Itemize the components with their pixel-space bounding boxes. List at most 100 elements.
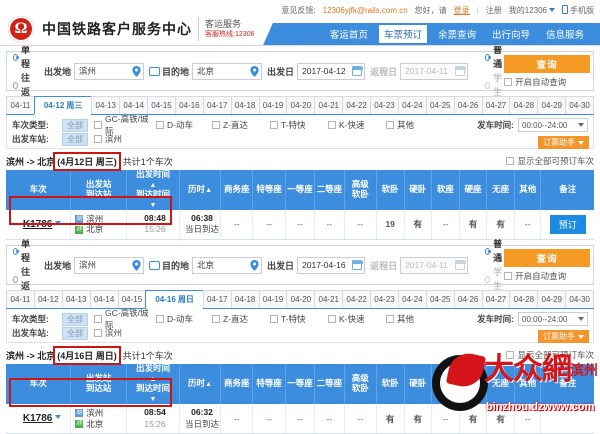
- depart-date-input-1[interactable]: 2017-04-12: [297, 62, 366, 80]
- filter-z[interactable]: Z-直达: [212, 313, 266, 325]
- filter-other[interactable]: 其他: [386, 119, 414, 131]
- filter-station-binzhou[interactable]: 滨州: [94, 327, 122, 339]
- filter-k[interactable]: K-快速: [328, 313, 382, 325]
- date-tab[interactable]: 04-13: [61, 290, 90, 309]
- th-train[interactable]: 车次: [6, 364, 72, 404]
- filter-d[interactable]: D-动车: [156, 313, 208, 325]
- return-date-input-1[interactable]: 2017-04-11: [400, 62, 469, 80]
- mobile-version-link[interactable]: 手机版: [562, 4, 594, 16]
- radio-round-trip-2[interactable]: 往返: [13, 265, 32, 293]
- login-link[interactable]: 登录: [453, 5, 470, 15]
- date-tab[interactable]: 04-12: [33, 290, 62, 309]
- filter-d[interactable]: D-动车: [156, 119, 208, 131]
- date-tab[interactable]: 04-21: [314, 96, 343, 114]
- register-link[interactable]: 注册: [485, 5, 502, 15]
- depart-station-all-chip[interactable]: 全部: [62, 326, 88, 340]
- radio-normal-1[interactable]: 普通: [485, 43, 504, 71]
- cell-train-no[interactable]: K1786: [6, 209, 72, 241]
- train-type-all-chip[interactable]: 全部: [62, 312, 88, 326]
- filter-t[interactable]: T-特快: [270, 313, 324, 325]
- date-tab[interactable]: 04-23: [370, 96, 398, 114]
- nav-item-info-service[interactable]: 信息服务: [545, 30, 584, 41]
- date-tab-active[interactable]: 04-16 周日: [145, 290, 203, 310]
- th-duration[interactable]: 历时▲: [179, 170, 222, 210]
- date-tab-active[interactable]: 04-12 周三: [33, 96, 92, 115]
- swap-stations-icon[interactable]: [149, 66, 161, 76]
- auto-query-toggle-1[interactable]: 开启自动查询: [504, 76, 590, 88]
- query-button-1[interactable]: 查询: [504, 54, 591, 73]
- depart-date-input-2[interactable]: 2017-04-16: [297, 256, 366, 274]
- date-tab[interactable]: 04-29: [537, 96, 566, 114]
- date-tab[interactable]: 04-28: [509, 290, 538, 309]
- date-tab[interactable]: 04-30: [565, 96, 595, 114]
- radio-normal-2[interactable]: 普通: [485, 237, 504, 265]
- return-date-input-2[interactable]: 2017-04-11: [400, 256, 469, 274]
- show-all-bookable-toggle-1[interactable]: 显示全部可预订车次: [506, 155, 594, 167]
- date-tab[interactable]: 04-30: [565, 290, 595, 309]
- th-times[interactable]: 出发时间 ▲ 到达时间 ▼: [126, 363, 180, 404]
- th-train[interactable]: 车次: [6, 170, 72, 210]
- date-tab[interactable]: 04-11: [6, 290, 34, 309]
- cell-train-no[interactable]: K1786: [6, 403, 72, 434]
- date-tab[interactable]: 04-28: [509, 96, 538, 114]
- nav-item-travel-guide[interactable]: 出行向导: [491, 30, 530, 41]
- swap-stations-icon[interactable]: [149, 260, 161, 270]
- book-button-1[interactable]: 预订: [549, 214, 586, 234]
- date-tab[interactable]: 04-24: [397, 96, 426, 114]
- date-tab[interactable]: 04-16: [174, 96, 203, 114]
- date-tab[interactable]: 04-25: [425, 290, 454, 309]
- date-tab[interactable]: 04-24: [397, 290, 426, 309]
- from-input-1[interactable]: 滨州: [74, 62, 145, 80]
- date-tab[interactable]: 04-22: [342, 290, 371, 309]
- radio-round-trip-1[interactable]: 往返: [13, 71, 32, 99]
- depart-time-select-2[interactable]: 00:00--24:00: [518, 312, 588, 327]
- date-tab[interactable]: 04-21: [314, 290, 343, 309]
- filter-z[interactable]: Z-直达: [212, 119, 266, 131]
- date-tab[interactable]: 04-15: [147, 96, 175, 114]
- booking-helper-button-2[interactable]: 订票助手: [538, 330, 589, 344]
- date-tab[interactable]: 04-25: [425, 96, 454, 114]
- th-times[interactable]: 出发时间 ▲ 到达时间 ▼: [126, 169, 180, 210]
- query-button-2[interactable]: 查询: [504, 248, 591, 267]
- date-tab[interactable]: 04-20: [286, 290, 315, 309]
- depart-station-all-chip[interactable]: 全部: [62, 132, 88, 146]
- from-input-2[interactable]: 滨州: [74, 256, 145, 274]
- date-tab[interactable]: 04-20: [286, 96, 315, 114]
- date-tab[interactable]: 04-26: [453, 290, 482, 309]
- date-tab[interactable]: 04-13: [91, 96, 120, 114]
- nav-item-ticket-query[interactable]: 余票查询: [437, 30, 476, 41]
- date-tab[interactable]: 04-15: [117, 290, 146, 309]
- th-duration[interactable]: 历时▲: [179, 364, 222, 404]
- date-tab[interactable]: 04-14: [89, 290, 118, 309]
- radio-student-2[interactable]: 学生: [485, 265, 504, 293]
- nav-item-ticket-booking[interactable]: 车票预订: [378, 25, 427, 43]
- filter-t[interactable]: T-特快: [270, 119, 324, 131]
- date-tab[interactable]: 04-29: [537, 290, 566, 309]
- date-tab[interactable]: 04-27: [481, 290, 510, 309]
- filter-station-binzhou[interactable]: 滨州: [94, 133, 122, 145]
- date-tab[interactable]: 04-18: [230, 290, 259, 309]
- auto-query-toggle-2[interactable]: 开启自动查询: [504, 270, 590, 282]
- date-tab[interactable]: 04-11: [6, 96, 34, 114]
- depart-time-select-1[interactable]: 00:00--24:00: [518, 118, 588, 132]
- filter-k[interactable]: K-快速: [328, 119, 382, 131]
- date-tab[interactable]: 04-19: [258, 290, 287, 309]
- radio-one-way-1[interactable]: 单程: [13, 43, 32, 71]
- show-all-bookable-toggle-2[interactable]: 显示全部可预订车次: [506, 349, 594, 361]
- filter-other[interactable]: 其他: [386, 313, 414, 325]
- date-tab[interactable]: 04-26: [453, 96, 482, 114]
- date-tab[interactable]: 04-19: [258, 96, 287, 114]
- train-type-all-chip[interactable]: 全部: [62, 118, 88, 132]
- date-tab[interactable]: 04-18: [230, 96, 259, 114]
- date-tab[interactable]: 04-23: [370, 290, 398, 309]
- to-input-2[interactable]: 北京: [192, 256, 263, 274]
- nav-item-home[interactable]: 客运首页: [329, 30, 368, 41]
- filter-gc[interactable]: GC-高铁/城际: [94, 307, 152, 331]
- date-tab[interactable]: 04-22: [342, 96, 371, 114]
- booking-helper-button-1[interactable]: 订票助手: [538, 136, 589, 149]
- date-tab[interactable]: 04-14: [119, 96, 148, 114]
- filter-gc[interactable]: GC-高铁/城际: [94, 113, 152, 137]
- radio-one-way-2[interactable]: 单程: [13, 237, 32, 265]
- feedback-email[interactable]: 12306yjfk@rails.com.cn: [322, 5, 408, 15]
- date-tab[interactable]: 04-27: [481, 96, 510, 114]
